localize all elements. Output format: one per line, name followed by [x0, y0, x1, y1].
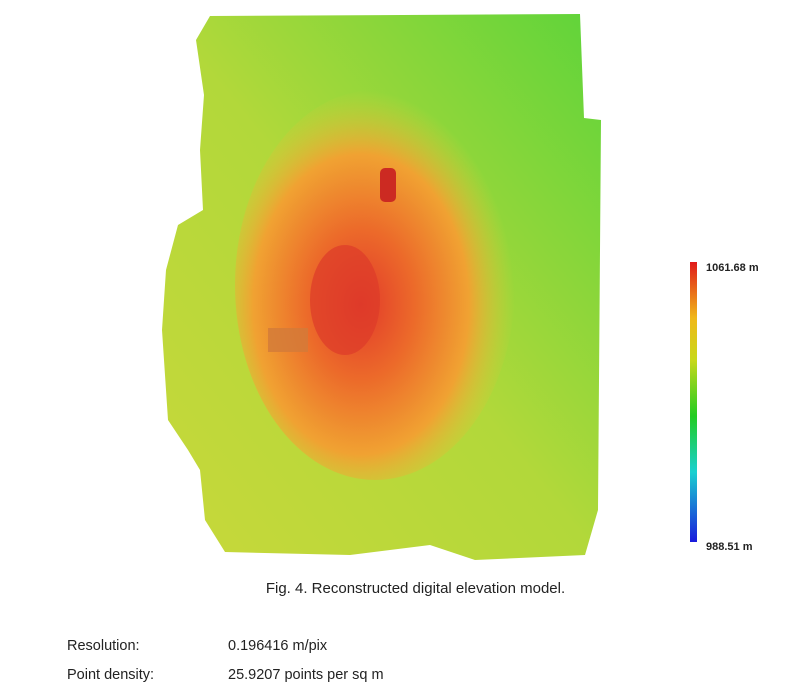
dem-peak — [310, 245, 380, 355]
row-label: Point density: — [67, 667, 154, 683]
dem-figure — [0, 0, 811, 570]
dem-building — [268, 328, 308, 352]
row-label: Resolution: — [67, 638, 140, 654]
row-value: 25.9207 points per sq m — [228, 667, 384, 683]
legend-min: 988.51 m — [706, 541, 752, 553]
dem-building — [380, 168, 396, 202]
legend-max: 1061.68 m — [706, 262, 759, 274]
figure-caption: Fig. 4. Reconstructed digital elevation … — [0, 580, 811, 597]
report-page: {"figure": {"caption": "Fig. 4. Reconstr… — [0, 0, 811, 696]
row-value: 0.196416 m/pix — [228, 638, 327, 654]
color-scale — [690, 262, 697, 542]
